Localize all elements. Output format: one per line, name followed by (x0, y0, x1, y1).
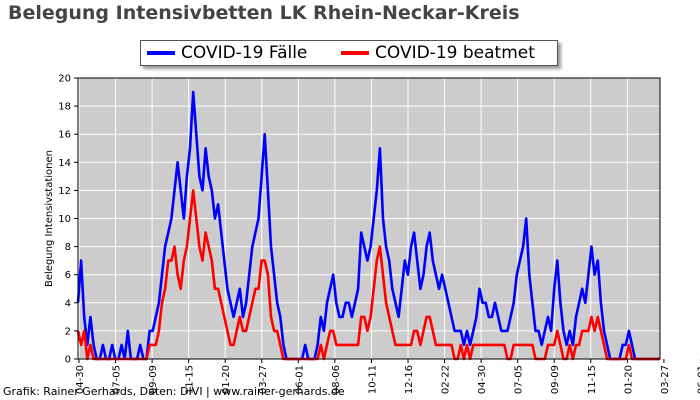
x-tick-label-3: 11-15 (185, 365, 196, 394)
y-tick-label-10: 20 (58, 74, 71, 85)
y-tick-label-7: 14 (58, 158, 71, 169)
legend-item-ventilated: COVID-19 beatmet (341, 41, 535, 65)
y-axis-label: Belegung Intensivstationen (44, 150, 55, 287)
y-tick-label-6: 12 (58, 186, 71, 197)
x-tick-label-2: 09-09 (148, 365, 159, 394)
y-tick-label-5: 10 (58, 214, 71, 225)
x-tick-label-14: 11-15 (587, 365, 598, 394)
y-tick-label-2: 4 (65, 298, 71, 309)
legend-swatch-cases (147, 51, 175, 55)
plot-frame (77, 77, 661, 360)
y-tick-label-9: 18 (58, 102, 71, 113)
chart-title: Belegung Intensivbetten LK Rhein-Neckar-… (8, 2, 520, 24)
y-tick-label-1: 2 (65, 326, 71, 337)
x-tick-label-5: 03-27 (258, 365, 269, 394)
x-tick-label-13: 09-09 (550, 365, 561, 394)
legend-item-cases: COVID-19 Fälle (147, 41, 307, 65)
x-tick-label-17: 06-01 (696, 365, 700, 394)
y-tick-label-4: 8 (65, 242, 71, 253)
x-tick-label-0: 04-30 (75, 365, 86, 394)
x-tick-label-7: 08-06 (331, 365, 342, 394)
series-line-1 (76, 189, 660, 361)
y-tick-label-3: 6 (65, 270, 71, 281)
legend: COVID-19 Fälle COVID-19 beatmet (140, 40, 558, 66)
series-line-0 (76, 90, 660, 361)
y-tick-label-8: 16 (58, 130, 71, 141)
credit-line: Grafik: Rainer Gerhards, Daten: DIVI | w… (3, 385, 345, 398)
x-tick-label-15: 01-20 (623, 365, 634, 394)
x-tick-label-6: 06-01 (294, 365, 305, 394)
x-tick-label-1: 07-05 (112, 365, 123, 394)
legend-label-ventilated: COVID-19 beatmet (375, 43, 535, 63)
x-tick-label-12: 07-05 (514, 365, 525, 394)
x-tick-label-9: 12-16 (404, 365, 415, 394)
x-tick-label-10: 02-22 (441, 365, 452, 394)
x-tick-label-11: 04-30 (477, 365, 488, 394)
legend-swatch-ventilated (341, 51, 369, 55)
legend-label-cases: COVID-19 Fälle (181, 43, 308, 63)
x-tick-label-8: 10-11 (367, 365, 378, 394)
x-tick-label-4: 01-20 (221, 365, 232, 394)
x-tick-label-16: 03-27 (660, 365, 671, 394)
y-tick-label-0: 0 (65, 355, 71, 366)
